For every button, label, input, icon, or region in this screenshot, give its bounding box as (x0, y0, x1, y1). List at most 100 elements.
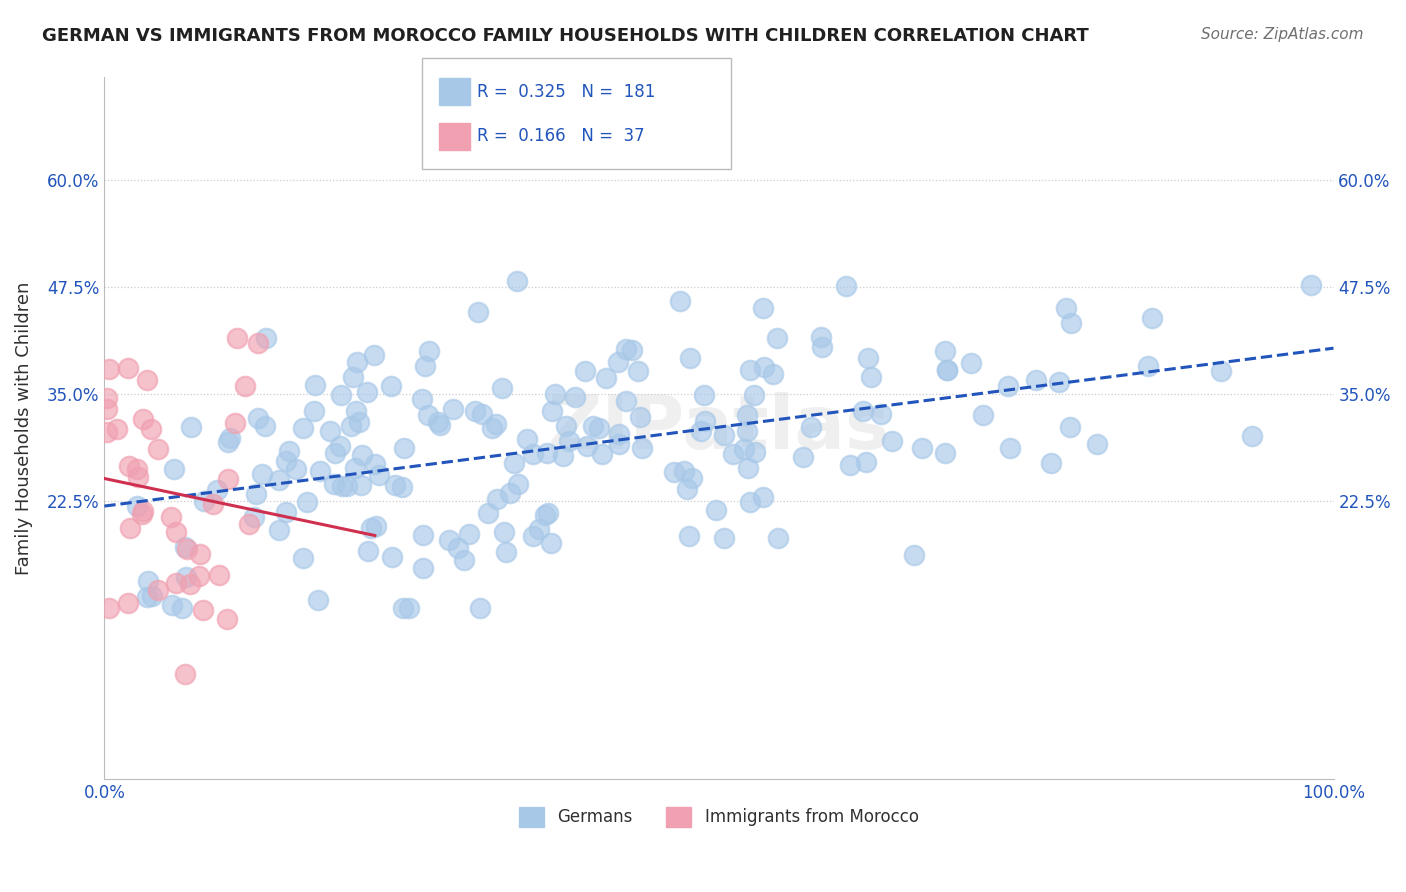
Point (135, 373, 157, 387)
Point (744, 444, 766, 458)
Point (364, 457, 387, 471)
Text: Source: ZipAtlas.com: Source: ZipAtlas.com (1201, 27, 1364, 42)
Point (838, 458, 860, 472)
Point (307, 592, 329, 607)
Point (555, 419, 578, 434)
Point (662, 466, 685, 480)
Point (350, 477, 373, 491)
Point (162, 462, 184, 476)
Point (574, 364, 596, 378)
Point (959, 356, 981, 370)
Point (575, 439, 598, 453)
Point (737, 460, 759, 475)
Point (392, 441, 415, 455)
Point (464, 404, 486, 418)
Point (329, 438, 352, 452)
Point (136, 574, 159, 588)
Point (792, 450, 814, 464)
Point (713, 427, 735, 442)
Point (217, 434, 239, 449)
Point (363, 348, 385, 362)
Point (768, 531, 790, 545)
Point (458, 526, 481, 541)
Point (903, 548, 925, 562)
Point (368, 467, 391, 482)
Point (485, 417, 508, 431)
Point (481, 421, 503, 435)
Point (356, 384, 378, 399)
Point (453, 553, 475, 567)
Point (132, 412, 155, 426)
Point (398, 600, 420, 615)
Point (935, 363, 957, 377)
Point (274, 505, 297, 519)
Point (250, 467, 273, 481)
Point (170, 600, 193, 615)
Point (595, 371, 617, 385)
Point (323, 477, 346, 491)
Point (117, 360, 139, 375)
Point (276, 454, 298, 468)
Point (721, 447, 744, 461)
Point (522, 529, 544, 543)
Point (146, 442, 169, 456)
Point (125, 462, 148, 476)
Point (1060, 316, 1083, 330)
Point (1054, 301, 1077, 315)
Point (96, 402, 118, 417)
Point (1301, 278, 1323, 293)
Point (506, 476, 529, 491)
Point (357, 544, 380, 558)
Point (304, 404, 326, 418)
Point (614, 342, 637, 356)
Point (413, 359, 436, 374)
Point (285, 461, 308, 475)
Point (620, 343, 643, 357)
Point (352, 448, 374, 462)
Point (347, 415, 370, 429)
Point (346, 354, 368, 368)
Point (391, 480, 413, 494)
Point (162, 598, 184, 612)
Point (336, 479, 359, 493)
Point (246, 410, 269, 425)
Point (380, 379, 402, 393)
Point (505, 274, 527, 288)
Point (418, 344, 440, 359)
Point (127, 470, 149, 484)
Point (852, 404, 875, 418)
Point (800, 419, 823, 434)
Point (243, 509, 266, 524)
Point (606, 355, 628, 369)
Point (219, 431, 242, 445)
Point (491, 381, 513, 395)
Point (191, 602, 214, 616)
Point (201, 497, 224, 511)
Point (540, 535, 562, 549)
Point (1211, 364, 1233, 378)
Point (713, 531, 735, 545)
Point (208, 567, 231, 582)
Point (752, 360, 775, 375)
Point (614, 394, 637, 409)
Point (735, 424, 758, 438)
Point (582, 418, 605, 433)
Point (188, 569, 211, 583)
Point (160, 509, 183, 524)
Point (205, 483, 228, 498)
Point (856, 351, 879, 365)
Point (499, 486, 522, 500)
Point (97, 362, 120, 376)
Point (522, 447, 544, 461)
Point (96, 425, 118, 439)
Point (628, 410, 651, 425)
Point (672, 464, 695, 478)
Point (319, 424, 342, 438)
Point (740, 363, 762, 377)
Point (245, 487, 267, 501)
Point (176, 570, 198, 584)
Point (297, 495, 319, 509)
Point (835, 278, 858, 293)
Point (125, 500, 148, 514)
Point (360, 521, 382, 535)
